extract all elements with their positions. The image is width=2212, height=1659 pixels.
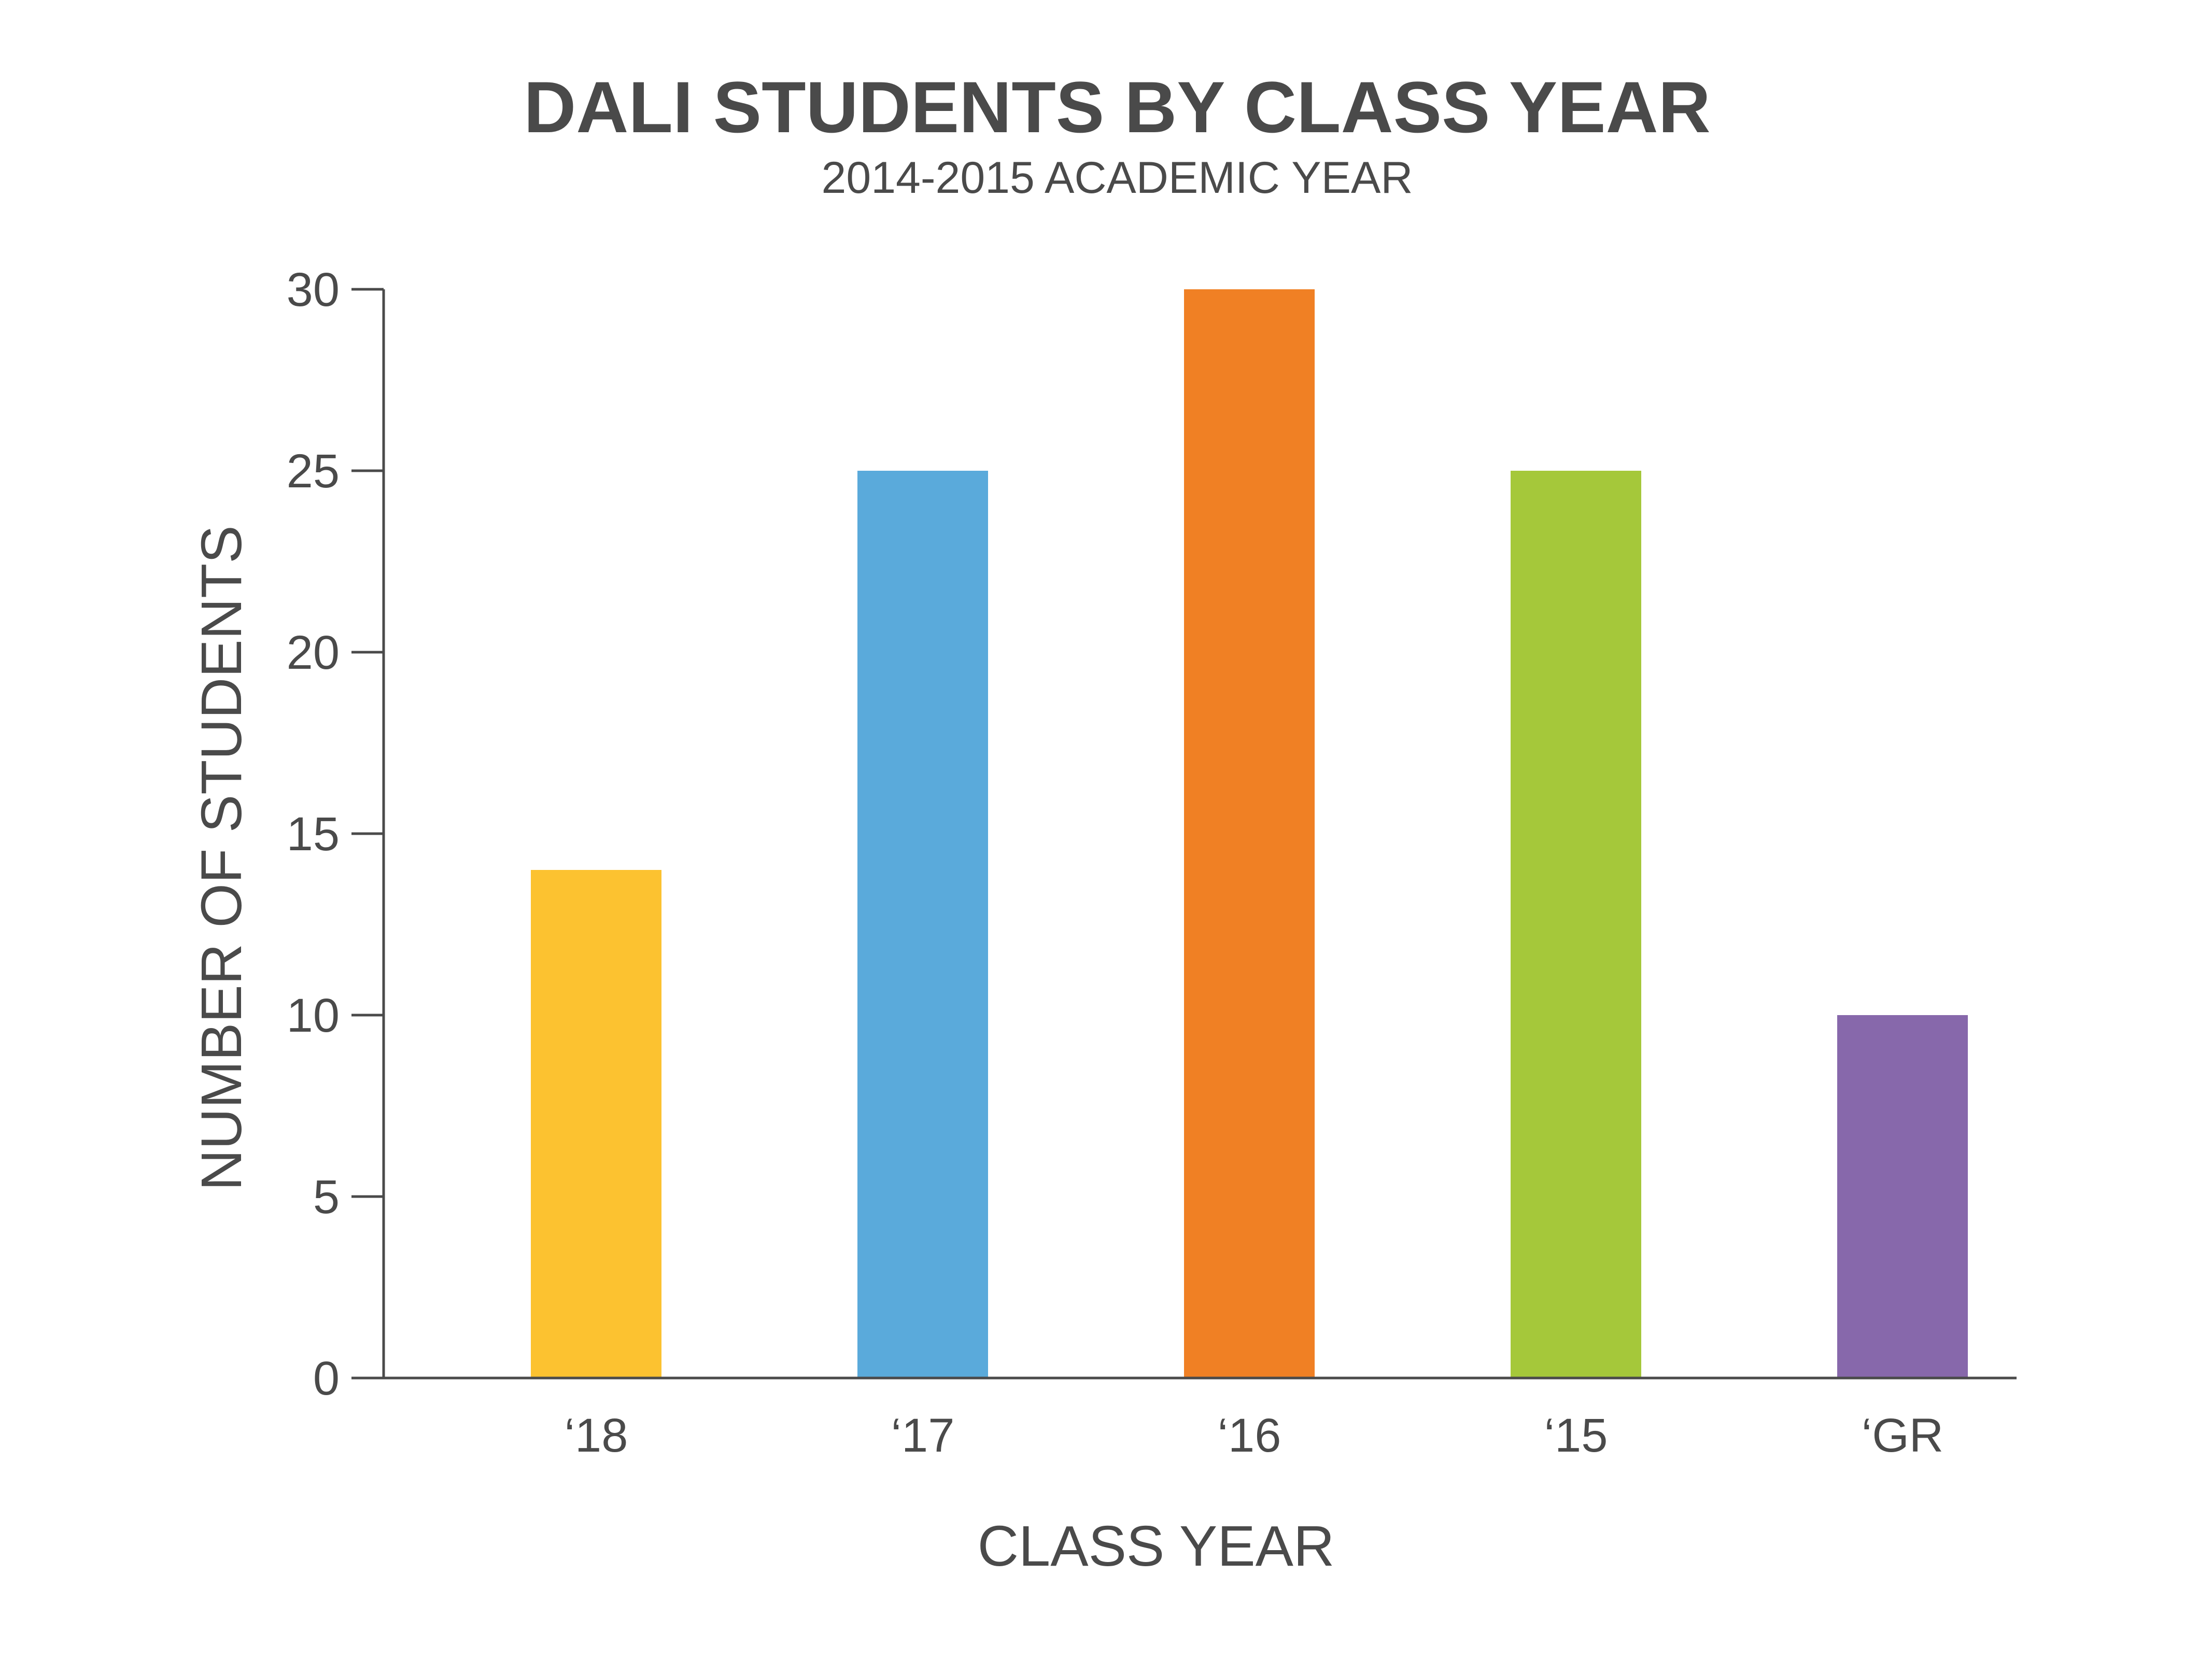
y-tick-label: 10	[287, 989, 340, 1042]
x-tick-label: ‘GR	[1862, 1409, 1943, 1462]
chart-title: DALI STUDENTS BY CLASS YEAR	[524, 66, 1711, 148]
y-axis-title: NUMBER OF STUDENTS	[190, 525, 253, 1190]
x-tick-label: ‘17	[891, 1409, 955, 1462]
y-tick-label: 15	[287, 808, 340, 861]
x-tick-label: ‘16	[1218, 1409, 1281, 1462]
bar	[1511, 471, 1641, 1378]
x-tick-label: ‘15	[1544, 1409, 1608, 1462]
y-tick-label: 0	[313, 1352, 340, 1405]
bar	[1184, 289, 1315, 1378]
y-axis-ticks: 0 5 10 15 20 25 30	[287, 263, 384, 1405]
y-tick-label: 25	[287, 445, 340, 498]
y-tick-label: 30	[287, 263, 340, 316]
x-tick-label: ‘18	[565, 1409, 628, 1462]
x-axis-ticks: ‘18 ‘17 ‘16 ‘15 ‘GR	[565, 1409, 1944, 1462]
y-tick-label: 5	[313, 1171, 340, 1224]
chart-subtitle: 2014-2015 ACADEMIC YEAR	[822, 153, 1413, 203]
y-tick-label: 20	[287, 626, 340, 679]
bars-group	[531, 289, 1968, 1378]
bar	[857, 471, 988, 1378]
bar	[1837, 1015, 1968, 1378]
bar	[531, 870, 661, 1378]
x-axis-title: CLASS YEAR	[978, 1514, 1335, 1578]
